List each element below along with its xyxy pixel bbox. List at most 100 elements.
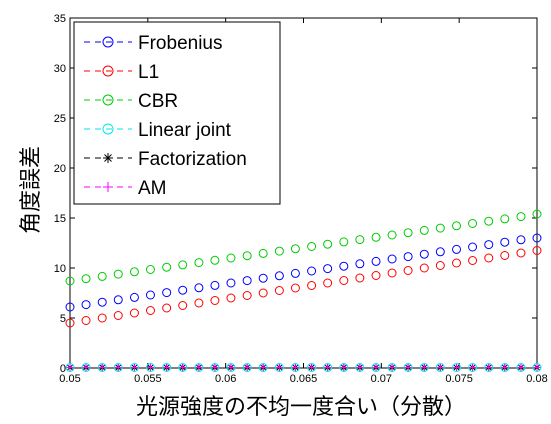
data-point-linear-joint [435, 363, 445, 372]
x-tick-label: 0.05 [59, 373, 80, 385]
data-point-l1 [210, 296, 220, 305]
series-linear-joint [65, 363, 542, 372]
data-point-am [468, 363, 477, 372]
x-axis-title: 光源強度の不均一度合い（分散） [136, 395, 466, 420]
data-point-linear-joint [371, 363, 381, 372]
series-am [66, 363, 541, 372]
data-point-cbr [323, 239, 333, 249]
data-point-cbr [290, 244, 300, 254]
data-point-linear-joint [178, 363, 188, 372]
data-point-l1 [484, 253, 494, 263]
data-point-am [194, 363, 203, 372]
y-tick-label: 35 [54, 13, 66, 25]
data-point-am [210, 363, 219, 372]
data-point-linear-joint [129, 363, 139, 372]
data-point-frobenius [323, 264, 333, 274]
data-point-l1 [403, 266, 413, 275]
y-tick-label: 10 [54, 263, 66, 275]
data-point-cbr [113, 269, 123, 279]
data-point-am [533, 363, 541, 372]
data-point-frobenius [500, 237, 510, 247]
data-point-am [98, 363, 107, 372]
legend-label-am: AM [138, 178, 167, 199]
data-point-l1 [290, 283, 300, 293]
data-point-l1 [274, 286, 284, 295]
data-point-am [436, 363, 445, 372]
data-point-am [114, 363, 123, 372]
data-point-linear-joint [274, 363, 284, 372]
data-point-linear-joint [484, 363, 494, 372]
plot-area: 0 5 10 15 20 25 30 35 0.05 0.055 0.06 0.065 0.07 0.07… [54, 13, 548, 385]
data-point-am [420, 363, 429, 372]
data-point-l1 [226, 293, 236, 303]
data-point-am [130, 363, 139, 372]
data-point-linear-joint [355, 363, 365, 372]
data-point-linear-joint [452, 363, 462, 372]
data-point-cbr [532, 209, 542, 219]
data-point-linear-joint [419, 363, 429, 372]
data-point-cbr [371, 232, 381, 242]
series-l1 [65, 246, 542, 328]
data-point-am [516, 363, 525, 372]
data-point-frobenius [242, 276, 252, 286]
legend-label-factorization: Factorization [138, 149, 247, 170]
data-point-cbr [419, 225, 429, 235]
data-point-l1 [97, 313, 107, 323]
data-point-l1 [65, 318, 75, 328]
legend-marker-linear-joint [102, 123, 114, 135]
data-point-linear-joint [145, 363, 155, 372]
data-point-frobenius [532, 233, 542, 243]
data-point-frobenius [516, 235, 526, 245]
data-point-linear-joint [532, 363, 542, 372]
data-point-linear-joint [403, 363, 413, 372]
data-point-am [146, 363, 155, 372]
data-point-frobenius [226, 278, 236, 288]
y-tick-label: 30 [54, 63, 66, 75]
data-point-am [291, 363, 300, 372]
data-point-cbr [339, 237, 349, 247]
data-point-cbr [258, 248, 268, 258]
data-point-l1 [419, 263, 429, 273]
data-point-am [355, 363, 364, 372]
data-point-frobenius [162, 288, 172, 298]
data-point-linear-joint [500, 363, 510, 372]
data-point-am [339, 363, 348, 372]
data-point-frobenius [81, 300, 91, 310]
data-point-l1 [452, 258, 462, 268]
data-point-am [275, 363, 284, 372]
series-cbr [65, 209, 542, 286]
y-tick-label: 15 [54, 213, 66, 225]
data-point-cbr [500, 214, 510, 224]
data-point-frobenius [178, 285, 188, 295]
data-point-linear-joint [339, 363, 349, 372]
data-point-l1 [162, 303, 172, 313]
data-point-l1 [242, 291, 252, 300]
data-point-l1 [81, 316, 91, 325]
data-point-l1 [532, 246, 542, 255]
data-point-cbr [210, 255, 220, 265]
legend-label-linear-joint: Linear joint [138, 120, 232, 141]
data-point-frobenius [113, 295, 123, 305]
data-point-l1 [194, 298, 204, 308]
x-tick-label: 0.07 [371, 373, 392, 385]
series-frobenius [65, 233, 542, 312]
data-point-cbr [452, 221, 462, 231]
data-point-frobenius [355, 259, 365, 269]
data-point-cbr [162, 262, 172, 272]
data-point-cbr [274, 246, 284, 256]
legend-box [73, 21, 281, 205]
legend-marker-cbr [102, 94, 114, 106]
y-tick-label: 25 [54, 113, 66, 125]
data-point-l1 [258, 288, 268, 298]
data-point-cbr [178, 260, 188, 270]
data-point-cbr [129, 267, 139, 277]
data-point-linear-joint [290, 363, 300, 372]
data-point-l1 [500, 251, 510, 260]
data-point-frobenius [210, 280, 220, 290]
legend: Frobenius L1 CBR Linear joint Factorization A… [73, 21, 281, 205]
data-point-am [404, 363, 413, 372]
data-point-l1 [323, 278, 333, 288]
data-point-linear-joint [113, 363, 123, 372]
data-point-frobenius [387, 254, 397, 264]
y-tick-label: 5 [60, 313, 66, 325]
